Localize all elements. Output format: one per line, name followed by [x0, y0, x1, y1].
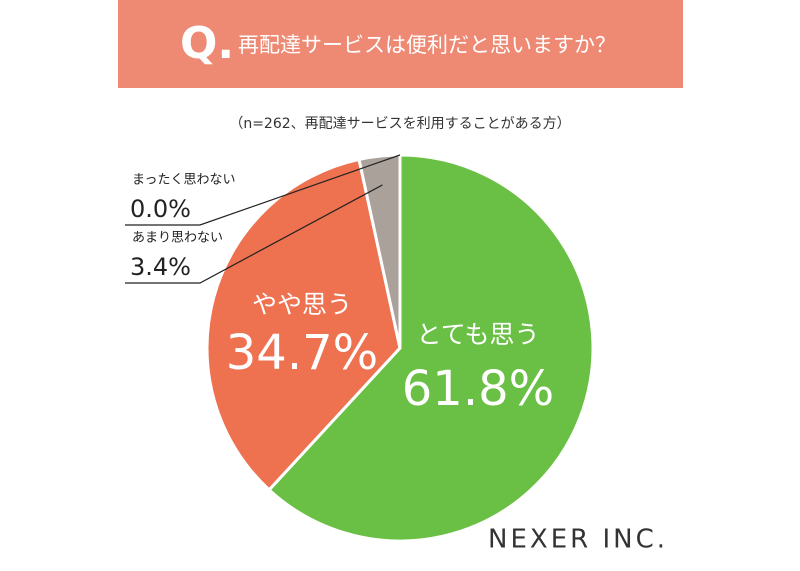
slice-category-label: やや思う [252, 290, 352, 319]
slice-value-label: 61.8% [402, 361, 554, 417]
pie-slice [205, 157, 402, 492]
header-band [118, 0, 683, 88]
outside-value-label: 3.4% [130, 253, 191, 281]
chart-title: 再配達サービスは便利だと思いますか？ [238, 33, 616, 57]
outside-category-label: あまり思わない [132, 231, 223, 246]
outside-category-label: まったく思わない [132, 173, 235, 188]
leader-line [125, 154, 401, 226]
chart-subtitle: （n=262、再配達サービスを利用することがある方） [229, 116, 570, 132]
question-mark: Q. [180, 18, 234, 69]
pie-slice [266, 153, 595, 543]
outside-value-label: 0.0% [130, 195, 191, 223]
leader-line [125, 184, 383, 284]
brand-logo: NEXER INC. [488, 525, 668, 555]
slice-value-label: 34.7% [226, 325, 378, 381]
slice-category-label: とても思う [416, 320, 539, 349]
